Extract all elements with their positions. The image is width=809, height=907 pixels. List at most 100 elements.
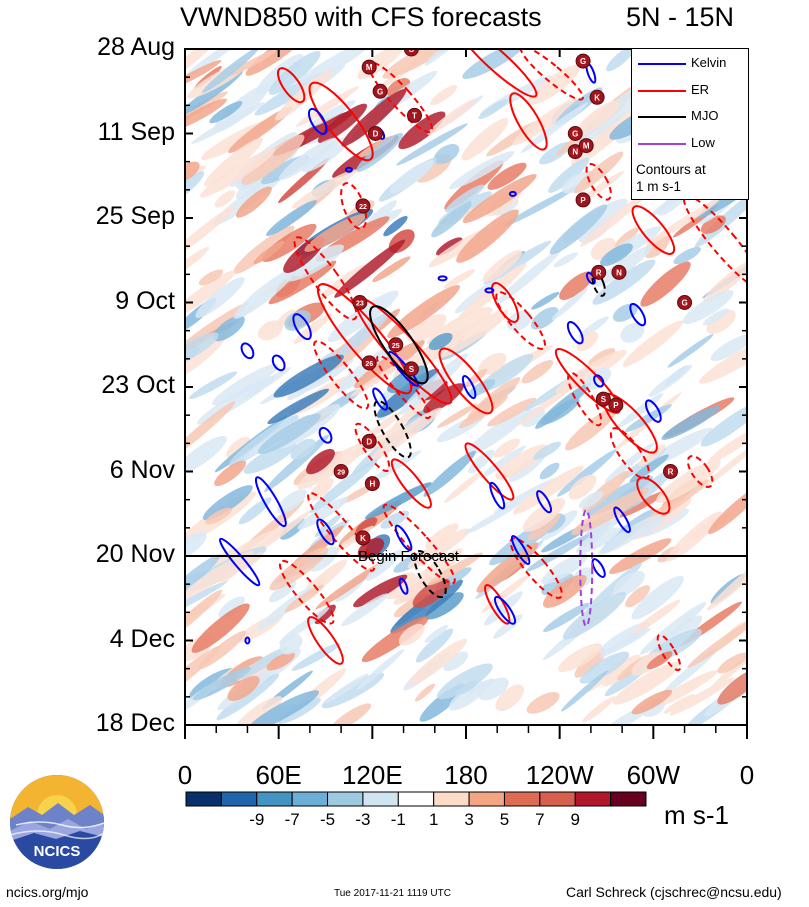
colorbar-swatch [256,791,293,807]
x-tick-label: 60W [626,760,681,790]
anomaly-streak [602,654,641,687]
anomaly-streak [502,185,579,228]
storm-marker: K [355,530,371,546]
anomaly-streak [386,78,411,98]
kelvin-contour [437,275,448,282]
storm-label: R [596,268,602,277]
anomaly-streak [241,134,305,185]
anomaly-streak [198,630,246,670]
storm-marker: P [608,397,624,413]
anomaly-streak [227,49,277,77]
anomaly-streak [341,593,389,627]
storm-label: T [412,111,417,120]
anomaly-streak [522,498,566,532]
anomaly-streak [267,388,330,425]
storm-marker: N [611,264,627,280]
anomaly-streak [185,531,207,562]
legend-label: ER [691,82,710,97]
x-tick-label: 60E [255,760,302,790]
storm-marker: 26 [361,355,377,371]
storm-icon [352,295,368,310]
anomaly-streak [574,648,607,678]
anomaly-streak [302,137,350,173]
y-tick-label: 9 Oct [115,286,175,315]
anomaly-streak [560,670,608,712]
anomaly-streak [468,449,495,474]
anomaly-streak [365,411,401,439]
anomaly-streak [556,449,617,497]
anomaly-streak [456,209,519,263]
anomaly-streak [278,157,330,204]
anomaly-streak [211,363,279,406]
anomaly-streak [279,518,306,540]
kelvin-contour [489,481,506,510]
colorbar-label: -7 [284,810,300,829]
colorbar-swatch [185,791,222,807]
ncics-logo: NCICS [10,775,104,869]
anomaly-streak [551,288,588,321]
er-contour [554,348,621,414]
kelvin-contour [493,595,517,625]
storm-marker: G [575,53,591,69]
anomaly-streak [625,404,672,432]
anomaly-streak [291,169,357,209]
y-tick-label: 6 Nov [109,455,175,484]
anomaly-streak [341,88,407,147]
kelvin-contour [244,636,251,645]
anomaly-streak [476,542,539,593]
anomaly-streak [431,201,472,238]
anomaly-streak [191,102,265,144]
anomaly-streak [278,138,336,181]
storm-icon [406,107,422,123]
storm-label: D [366,437,372,446]
storm-marker: 29 [333,464,349,479]
storm-marker: D [361,433,377,449]
anomaly-streak [202,485,253,521]
anomaly-streak [185,580,228,620]
anomaly-streak [327,290,399,343]
x-tick-label: 0 [177,760,193,790]
storm-marker: 22 [355,198,371,214]
chart-region: 5N - 15N [626,2,735,32]
anomaly-streak [462,49,526,79]
anomaly-streak [667,334,714,368]
anomaly-streak [578,316,609,339]
kelvin-contour [394,524,413,552]
anomaly-streak [645,198,720,246]
anomaly-streak [247,690,319,725]
anomaly-streak [324,673,369,704]
colorbar [185,791,647,807]
anomaly-streak [599,628,651,658]
anomaly-streak [425,523,459,549]
anomaly-streak [445,184,485,213]
anomaly-streak [437,403,478,428]
anomaly-streak [702,308,730,326]
anomaly-streak [185,49,241,77]
er-contour [567,371,603,427]
kelvin-contour [307,107,328,135]
anomaly-streak [315,560,386,610]
anomaly-streak [389,393,435,432]
anomaly-streak [606,49,635,72]
colorbar-swatch [539,791,576,807]
storm-label: G [580,57,586,66]
storm-icon [611,264,627,280]
storm-label: G [681,299,687,308]
anomaly-streak [226,436,251,459]
storm-icon [361,433,377,449]
anomaly-streak [353,574,408,608]
anomaly-streak [185,91,228,137]
anomaly-streak [576,100,620,136]
storm-label: D [373,130,379,139]
anomaly-streak [717,667,747,705]
anomaly-streak [298,49,373,85]
anomaly-streak [309,459,378,513]
anomaly-streak [495,444,548,480]
anomaly-streak [495,684,525,712]
anomaly-streak [314,604,336,625]
anomaly-streak [407,314,447,343]
kelvin-contour [510,534,531,565]
colorbar-swatch [327,791,364,807]
colorbar-swatch [291,791,329,807]
colorbar-swatch [574,791,612,807]
